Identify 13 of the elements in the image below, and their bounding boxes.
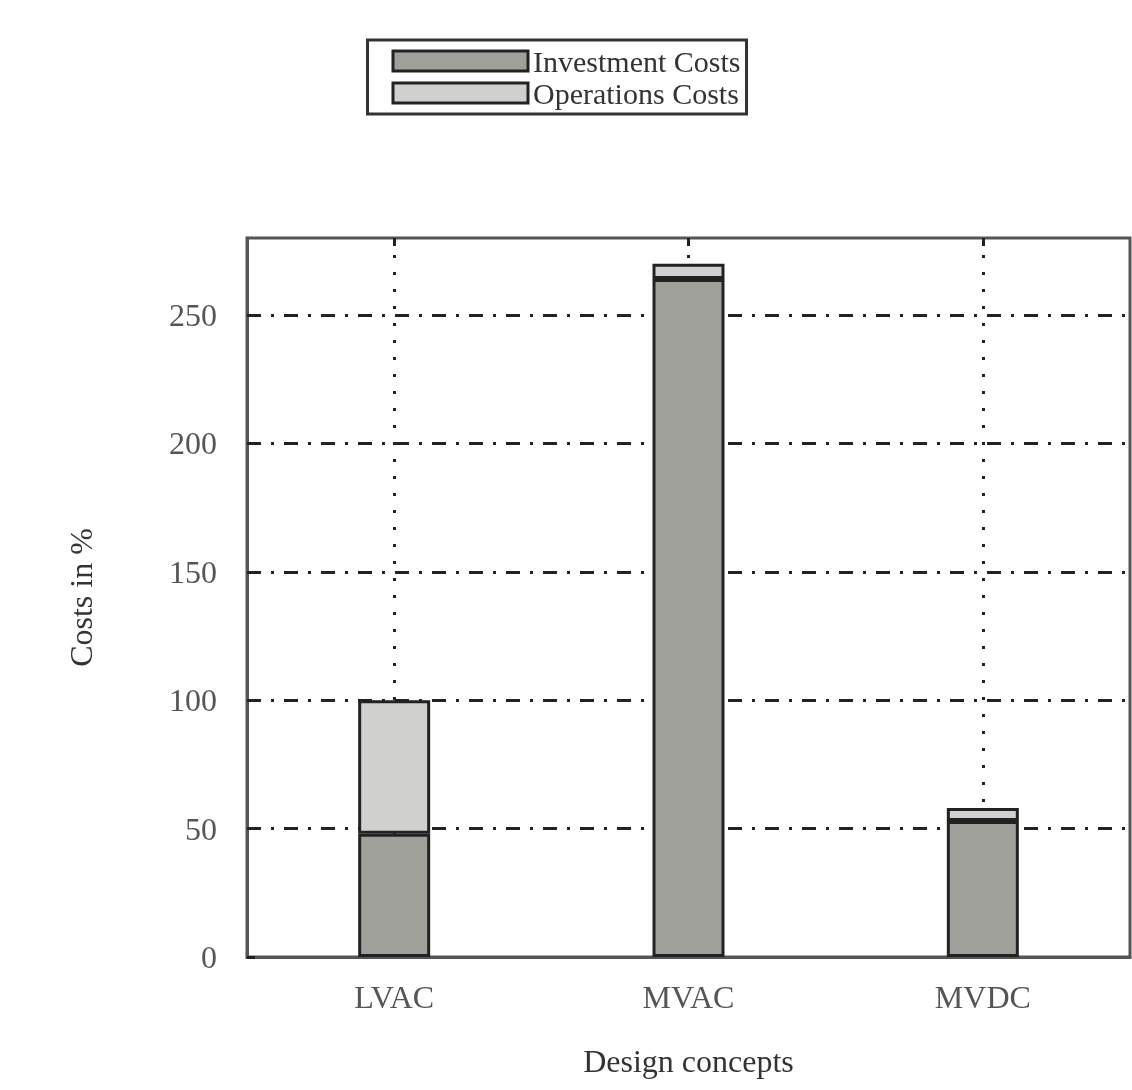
- y-tick-label: 100: [169, 682, 217, 719]
- legend-label: Operations Costs: [533, 76, 739, 110]
- y-tick-label: 0: [201, 939, 217, 975]
- x-axis-title: Design concepts: [583, 1043, 794, 1079]
- y-tick-label: 250: [169, 297, 217, 334]
- y-tick-label: 50: [185, 810, 217, 847]
- x-tick-label: LVAC: [354, 979, 435, 1015]
- x-tick-label: MVDC: [934, 979, 1031, 1015]
- x-tick-label: MVAC: [642, 979, 735, 1015]
- legend-label: Investment Costs: [533, 44, 741, 78]
- y-tick-label: 150: [169, 553, 217, 590]
- y-axis-title: Costs in %: [63, 528, 99, 667]
- y-tick-label: 200: [169, 425, 217, 462]
